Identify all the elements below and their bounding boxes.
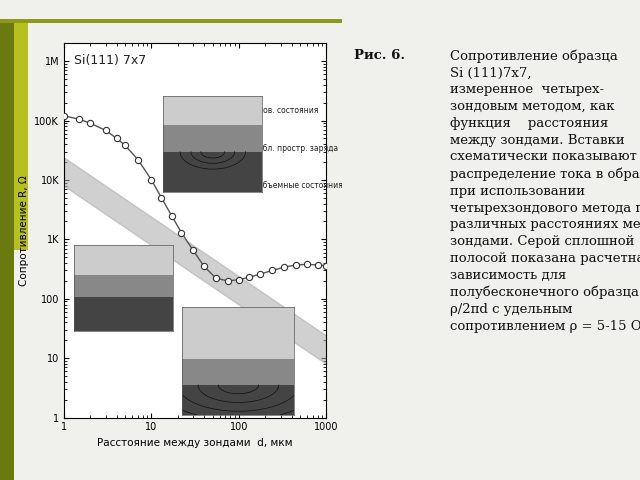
Y-axis label: Сопротивление R, Ω: Сопротивление R, Ω bbox=[19, 175, 29, 286]
Bar bbox=[74, 275, 173, 297]
Text: Сопротивление образца
Si (111)7x7,
измеренное  четырех-
зондовым методом, как
фу: Сопротивление образца Si (111)7x7, измер… bbox=[449, 49, 640, 333]
Bar bbox=[182, 359, 294, 385]
Bar bbox=[163, 125, 262, 152]
Text: объемные состояния: объемные состояния bbox=[258, 181, 343, 190]
Text: пов. состояния: пов. состояния bbox=[258, 106, 319, 115]
X-axis label: Расстояние между зондами  d, мкм: Расстояние между зондами d, мкм bbox=[97, 438, 293, 448]
Bar bbox=[182, 307, 294, 359]
Bar bbox=[182, 385, 294, 415]
Bar bbox=[74, 245, 173, 275]
Bar bbox=[74, 297, 173, 331]
Text: обл. простр. заряда: обл. простр. заряда bbox=[258, 144, 339, 153]
Bar bbox=[163, 152, 262, 192]
Bar bbox=[163, 96, 262, 125]
Text: Рис. 6.: Рис. 6. bbox=[355, 49, 405, 62]
Text: Si(111) 7x7: Si(111) 7x7 bbox=[74, 54, 147, 67]
